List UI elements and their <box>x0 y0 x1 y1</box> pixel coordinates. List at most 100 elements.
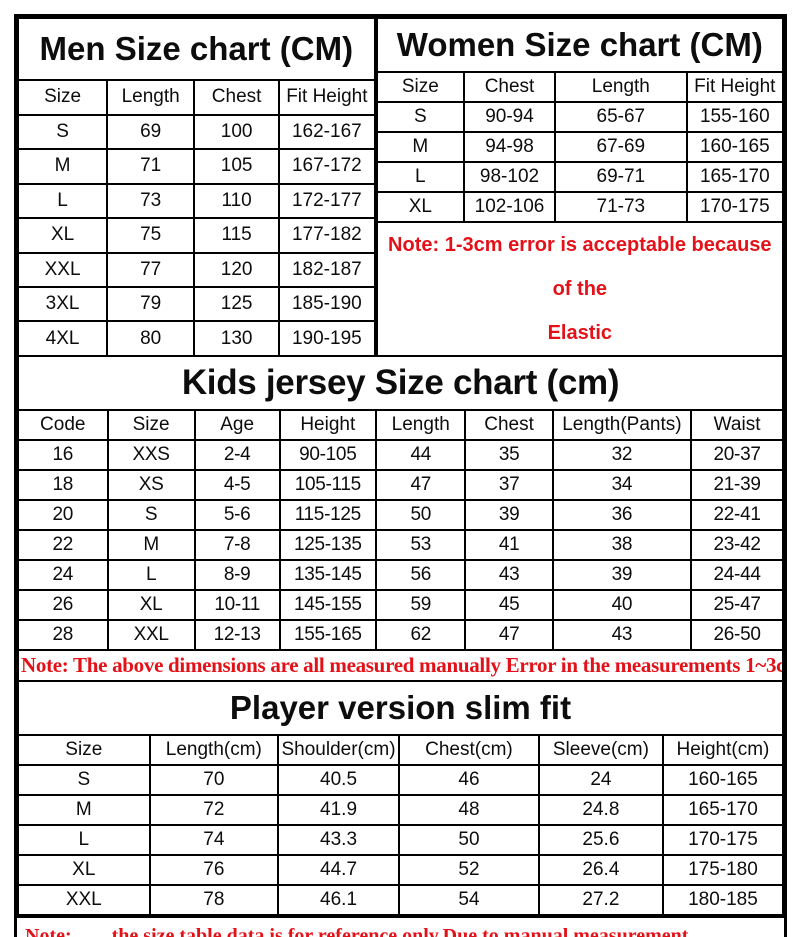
table-row: M 94-98 67-69 160-165 <box>375 131 784 163</box>
table-cell: 27.2 <box>537 884 664 916</box>
table-cell: 4-5 <box>193 469 281 501</box>
table-cell: 145-155 <box>278 589 377 621</box>
table-cell: 182-187 <box>278 251 376 288</box>
footer-reference-note: Note: the size table data is for referen… <box>17 916 784 937</box>
table-cell: 8-9 <box>193 559 281 591</box>
column-header: Size <box>17 734 151 766</box>
column-header: Chest(cm) <box>397 734 540 766</box>
header-row: Size Length Chest Fit Height <box>16 79 376 116</box>
adult-charts-section: Men Size chart (CM) Size Length Chest Fi… <box>16 16 784 357</box>
elastic-note: Note: 1-3cm error is acceptable because … <box>375 221 784 357</box>
table-cell: 43.3 <box>277 824 400 856</box>
table-cell: 67-69 <box>554 131 688 163</box>
column-header: Sleeve(cm) <box>537 734 664 766</box>
table-cell: 43 <box>551 619 693 651</box>
table-cell: XS <box>106 469 196 501</box>
table-cell: M <box>16 148 109 185</box>
table-cell: M <box>17 794 151 826</box>
header-row: Code Size Age Height Length Chest Length… <box>17 409 784 441</box>
table-cell: 4XL <box>16 320 109 357</box>
table-cell: 44 <box>374 439 467 471</box>
table-cell: 43 <box>464 559 554 591</box>
table-cell: 180-185 <box>661 884 785 916</box>
table-cell: 185-190 <box>278 285 376 323</box>
table-cell: 39 <box>551 559 693 591</box>
table-cell: 74 <box>148 824 280 856</box>
table-cell: 65-67 <box>554 101 688 133</box>
table-cell: 175-180 <box>661 854 785 886</box>
table-cell: XXL <box>106 619 196 651</box>
table-cell: 25-47 <box>690 589 784 621</box>
table-cell: 165-170 <box>661 794 785 826</box>
table-cell: 32 <box>551 439 693 471</box>
table-cell: 79 <box>106 285 196 323</box>
player-version-table: Player version slim fit Size Length(cm) … <box>17 680 785 916</box>
table-cell: 80 <box>106 320 196 357</box>
table-row: L 74 43.3 50 25.6 170-175 <box>17 824 785 856</box>
table-cell: XXS <box>106 439 196 471</box>
kids-measurement-note: Note: The above dimensions are all measu… <box>17 649 784 682</box>
table-cell: 35 <box>464 439 554 471</box>
table-cell: 105 <box>193 148 281 185</box>
table-cell: 73 <box>106 182 196 220</box>
table-row: XL 102-106 71-73 170-175 <box>375 191 784 223</box>
men-chart-title: Men Size chart (CM) <box>17 16 376 82</box>
table-cell: 72 <box>148 794 280 826</box>
table-cell: 40.5 <box>277 764 400 796</box>
table-cell: 37 <box>464 469 554 501</box>
table-cell: 20 <box>17 499 109 531</box>
table-cell: S <box>375 101 466 133</box>
table-cell: 38 <box>551 529 693 561</box>
column-header: Code <box>17 409 109 441</box>
table-row: S 70 40.5 46 24 160-165 <box>17 764 785 796</box>
footer-note-text1: the size table data is for reference onl… <box>111 925 699 937</box>
table-row: 18 XS 4-5 105-115 47 37 34 21-39 <box>17 469 784 501</box>
table-row: M 71 105 167-172 <box>16 148 376 185</box>
table-cell: 90-94 <box>462 101 557 133</box>
table-row: XL 75 115 177-182 <box>16 217 376 254</box>
table-cell: 26 <box>17 589 109 621</box>
column-header: Height <box>278 409 377 441</box>
table-cell: 50 <box>374 499 467 531</box>
table-cell: XL <box>16 217 109 254</box>
table-cell: 40 <box>551 589 693 621</box>
table-cell: 5-6 <box>193 499 281 531</box>
table-cell: 71-73 <box>554 191 688 223</box>
table-cell: 69-71 <box>554 161 688 193</box>
footer-note-line1: Note: the size table data is for referen… <box>25 923 784 937</box>
table-cell: 69 <box>106 113 196 151</box>
table-row: XXL 78 46.1 54 27.2 180-185 <box>17 884 785 916</box>
table-cell: 160-165 <box>661 764 785 796</box>
table-row: L 73 110 172-177 <box>16 182 376 220</box>
table-cell: 53 <box>374 529 467 561</box>
player-chart-title: Player version slim fit <box>17 680 784 736</box>
table-cell: 56 <box>374 559 467 591</box>
table-cell: 44.7 <box>277 854 400 886</box>
table-cell: 115-125 <box>278 499 377 531</box>
men-size-table: Men Size chart (CM) Size Length Chest Fi… <box>16 16 376 357</box>
table-cell: 172-177 <box>278 182 376 220</box>
table-cell: 110 <box>193 182 281 220</box>
column-header: Length <box>374 409 467 441</box>
table-row: Player version slim fit <box>17 680 784 736</box>
table-cell: 98-102 <box>462 161 557 193</box>
column-header: Length(cm) <box>148 734 280 766</box>
table-cell: 34 <box>551 469 693 501</box>
table-row: S 69 100 162-167 <box>16 113 376 151</box>
table-row: S 90-94 65-67 155-160 <box>375 101 784 133</box>
kids-chart-title: Kids jersey Size chart (cm) <box>17 355 784 411</box>
table-cell: 48 <box>397 794 540 826</box>
table-row: 22 M 7-8 125-135 53 41 38 23-42 <box>17 529 784 561</box>
column-header: Length(Pants) <box>551 409 693 441</box>
table-cell: 22-41 <box>690 499 784 531</box>
column-header: Size <box>106 409 196 441</box>
table-cell: 46.1 <box>277 884 400 916</box>
table-cell: 75 <box>106 217 196 254</box>
table-cell: 24.8 <box>537 794 664 826</box>
column-header: Fit Height <box>278 79 376 116</box>
table-row: L 98-102 69-71 165-170 <box>375 161 784 193</box>
column-header: Chest <box>464 409 554 441</box>
table-cell: 26.4 <box>537 854 664 886</box>
table-row: Men Size chart (CM) <box>17 16 376 82</box>
table-cell: 125 <box>193 285 281 323</box>
